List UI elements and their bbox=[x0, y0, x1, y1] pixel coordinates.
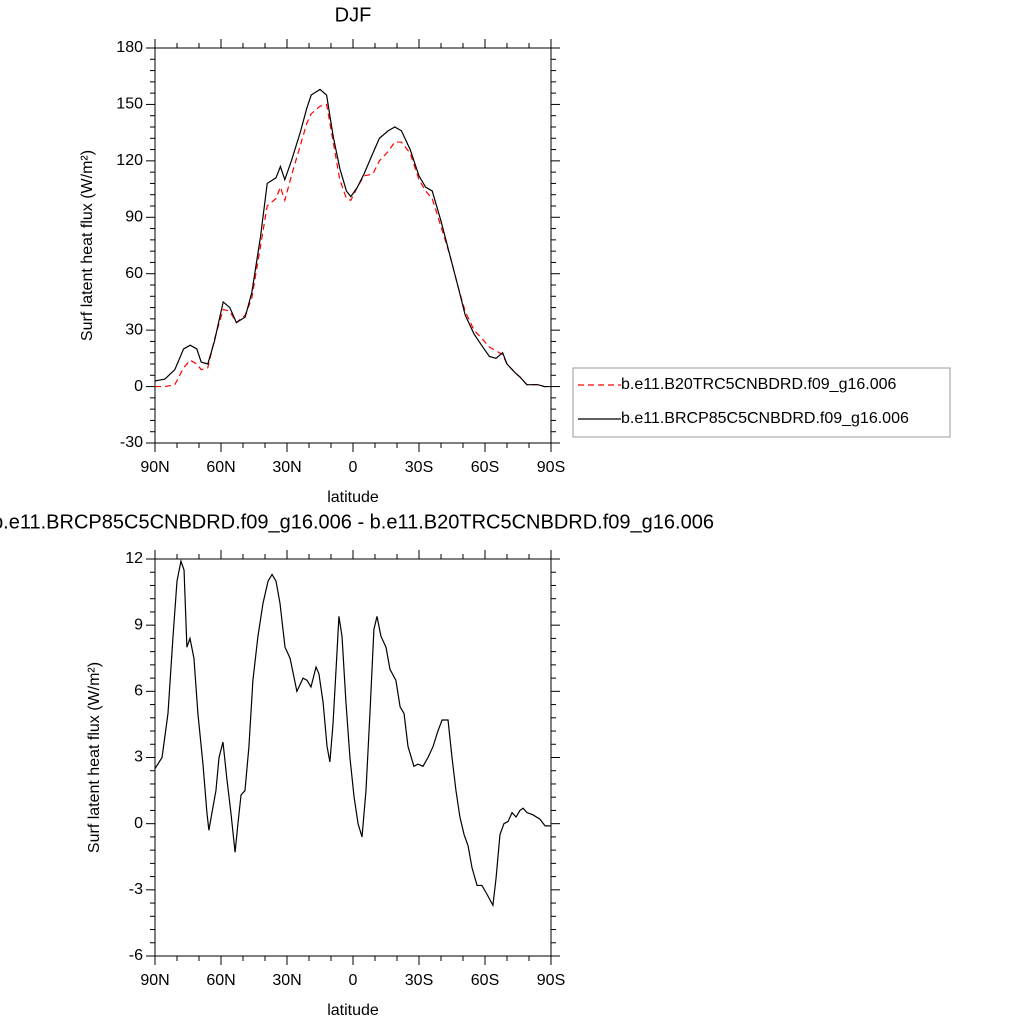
chart-title: b.e11.BRCP85C5CNBDRD.f09_g16.006 - b.e11… bbox=[0, 511, 714, 533]
y-tick-label: 0 bbox=[134, 815, 143, 832]
x-tick-label: 90N bbox=[140, 972, 169, 989]
y-tick-label: 150 bbox=[116, 96, 143, 113]
data-line bbox=[154, 558, 551, 908]
y-axis-label: Surf latent heat flux (W/m²) bbox=[79, 150, 96, 341]
x-tick-label: 60N bbox=[206, 972, 235, 989]
y-tick-label: 9 bbox=[134, 616, 143, 633]
y-tick-label: 6 bbox=[134, 683, 143, 700]
data-line bbox=[155, 103, 551, 388]
x-tick-label: 30S bbox=[405, 972, 433, 989]
chart-title: DJF bbox=[335, 4, 372, 26]
x-tick-label: 90S bbox=[537, 972, 565, 989]
y-tick-label: 30 bbox=[125, 321, 143, 338]
y-tick-label: 3 bbox=[134, 749, 143, 766]
x-tick-label: 60S bbox=[471, 459, 499, 476]
plot-frame bbox=[154, 47, 552, 444]
x-tick-label: 30N bbox=[272, 972, 301, 989]
x-tick-label: 60N bbox=[206, 459, 235, 476]
legend-box bbox=[572, 367, 951, 438]
x-tick-label: 0 bbox=[349, 459, 358, 476]
data-line bbox=[154, 88, 551, 388]
y-tick-label: -6 bbox=[129, 947, 143, 964]
y-tick-label: 180 bbox=[116, 39, 143, 56]
legend: b.e11.B20TRC5CNBDRD.f09_g16.006 b.e11.BRC… bbox=[572, 367, 951, 438]
y-tick-label: 0 bbox=[134, 378, 143, 395]
x-tick-label: 90S bbox=[537, 459, 565, 476]
x-axis-label: latitude bbox=[327, 489, 379, 506]
legend-label: b.e11.BRCP85C5CNBDRD.f09_g16.006 bbox=[621, 410, 909, 427]
y-axis-label: Surf latent heat flux (W/m²) bbox=[86, 662, 103, 853]
legend-label: b.e11.B20TRC5CNBDRD.f09_g16.006 bbox=[621, 376, 897, 393]
y-tick-label: -30 bbox=[120, 434, 143, 451]
y-tick-label: -3 bbox=[129, 881, 143, 898]
y-tick-label: 60 bbox=[125, 265, 143, 282]
y-tick-label: 120 bbox=[116, 152, 143, 169]
x-tick-label: 90N bbox=[140, 459, 169, 476]
x-tick-label: 30S bbox=[405, 459, 433, 476]
y-tick-label: 90 bbox=[125, 209, 143, 226]
x-axis-label: latitude bbox=[327, 1002, 379, 1019]
x-tick-label: 0 bbox=[349, 972, 358, 989]
x-tick-label: 60S bbox=[471, 972, 499, 989]
y-tick-label: 12 bbox=[125, 550, 143, 567]
x-tick-label: 30N bbox=[272, 459, 301, 476]
plot-frame bbox=[154, 558, 552, 957]
